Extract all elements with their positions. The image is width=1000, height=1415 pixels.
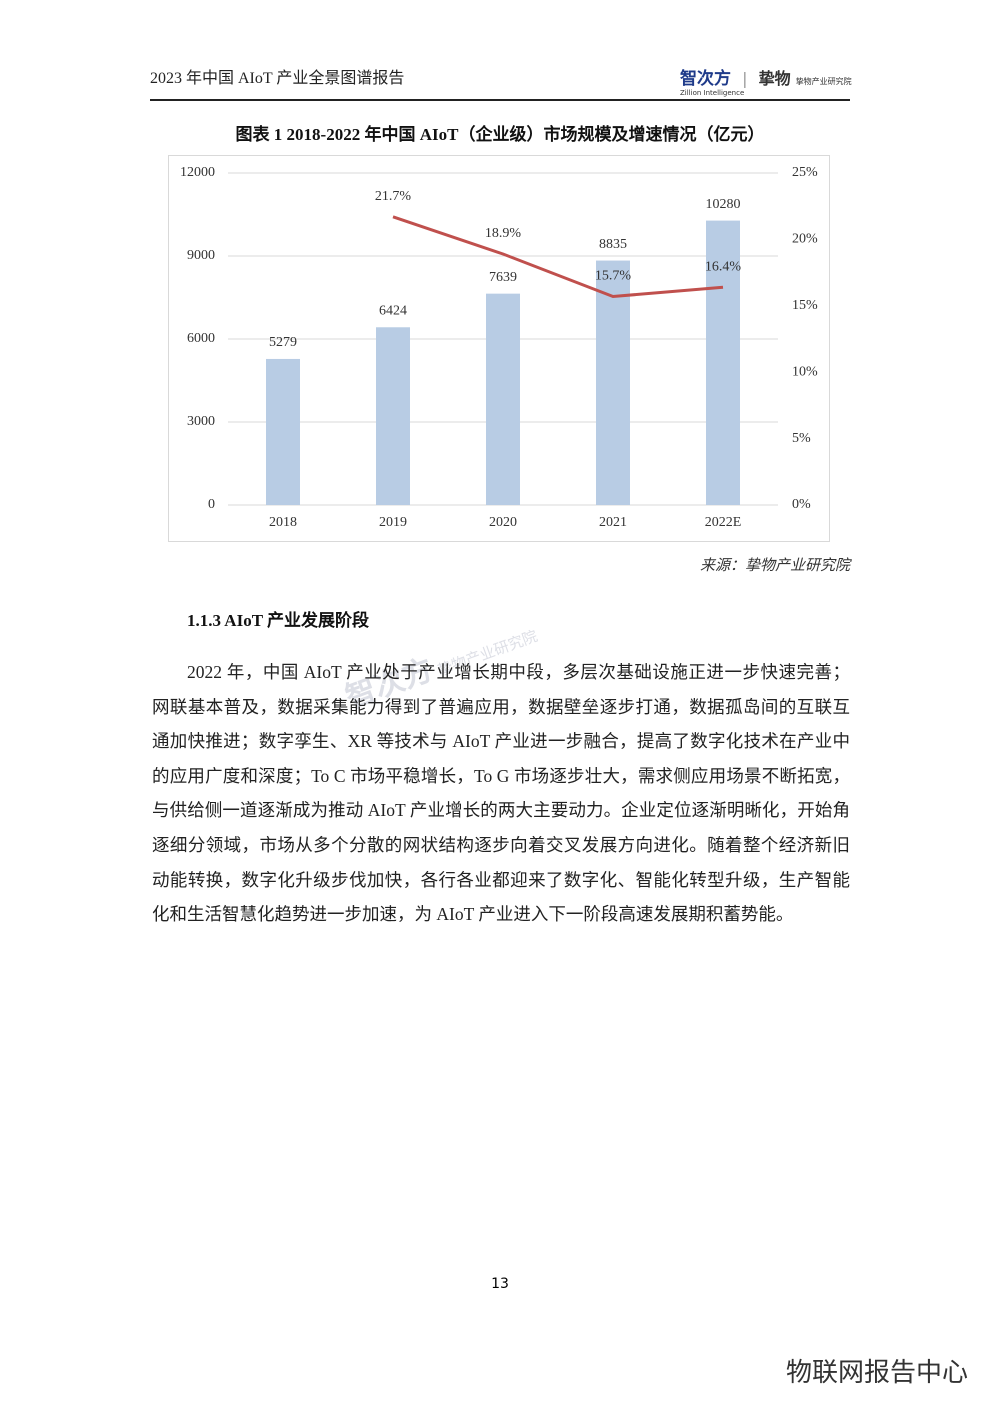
source: 来源：挚物产业研究院 (699, 558, 850, 574)
line-label: 18.9% (485, 226, 522, 241)
y-tick-label: 12000 (180, 165, 215, 180)
bar (596, 260, 630, 505)
chart-frame (168, 155, 830, 542)
y2-tick-label: 0% (792, 497, 811, 512)
logo2-sub: 挚物产业研究院 (795, 77, 852, 86)
y2-tick-label: 20% (792, 232, 818, 247)
bar (486, 293, 520, 505)
logo-name: 智次方 (680, 69, 731, 89)
bar-label: 10280 (706, 197, 741, 212)
y2-tick-label: 15% (792, 298, 818, 313)
y-tick-label: 9000 (187, 248, 215, 263)
bar-label: 8835 (599, 237, 627, 252)
logo-sub: Zillion Intelligence (680, 89, 745, 97)
bar-label: 6424 (379, 303, 407, 318)
logos: 智次方 | 挚物 挚物产业研究院 Zillion Intelligence (680, 64, 852, 97)
chart: 0 3000 6000 9000 12000 0% 5% 10% 15% 20% 25% 2018 20… (180, 165, 818, 530)
y2-tick-label: 10% (792, 364, 818, 379)
chart-title: 图表 1 2018-2022 年中国 AIoT（企业级）市场规模及增速情况（亿元… (235, 125, 765, 144)
x-tick-label: 2020 (489, 515, 517, 530)
bar-label: 7639 (489, 270, 517, 285)
x-tick-label: 2022E (705, 515, 742, 530)
header-title: 2023 年中国 AIoT 产业全景图谱报告 (150, 70, 405, 87)
separator: | (742, 69, 748, 88)
line (392, 215, 724, 299)
line-label: 21.7% (375, 189, 412, 204)
y-tick-label: 3000 (187, 414, 215, 429)
section-heading: 1.1.3 AIoT 产业发展阶段 (187, 611, 369, 630)
bar (376, 327, 410, 505)
header-rule (150, 99, 850, 101)
x-tick-label: 2018 (269, 515, 297, 530)
bar (266, 358, 300, 505)
bar-label: 5279 (269, 335, 297, 350)
page-number: 13 (491, 1276, 509, 1292)
paragraph: 2022 年，中国 AIoT 产业处于产业增长期中段，多层次基础设施正进一步快速… (152, 662, 850, 925)
x-tick-label: 2019 (379, 515, 407, 530)
y-tick-label: 6000 (187, 331, 215, 346)
bar (706, 220, 740, 505)
y2-tick-label: 25% (792, 165, 818, 180)
line-label: 16.4% (705, 259, 742, 274)
footer-brand: 物联网报告中心 (785, 1358, 968, 1388)
x-tick-label: 2021 (599, 515, 627, 530)
logo2-name: 挚物 (758, 69, 791, 88)
y2-tick-label: 5% (792, 431, 811, 446)
line-label: 15.7% (595, 269, 632, 284)
y-tick-label: 0 (208, 497, 215, 512)
